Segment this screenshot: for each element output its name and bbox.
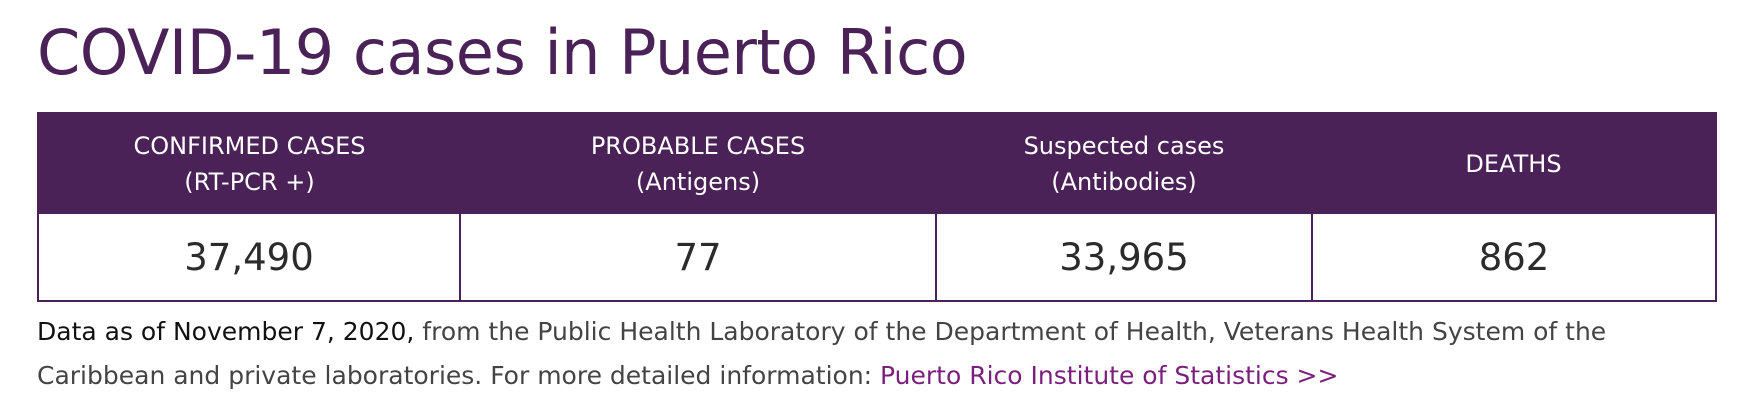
data-source-note: Data as of November 7, 2020, from the Pu… bbox=[37, 310, 1727, 398]
covid-stats-table: CONFIRMED CASES (RT-PCR +) PROBABLE CASE… bbox=[37, 112, 1717, 302]
suspected-cases-sublabel: (Antibodies) bbox=[1051, 168, 1197, 196]
data-as-of-date: Data as of November 7, 2020, bbox=[37, 317, 415, 346]
page-container: COVID-19 cases in Puerto Rico CONFIRMED … bbox=[37, 0, 1717, 398]
statistics-institute-link[interactable]: Puerto Rico Institute of Statistics >> bbox=[880, 361, 1339, 390]
deaths-label: DEATHS bbox=[1465, 150, 1562, 178]
confirmed-cases-header: CONFIRMED CASES (RT-PCR +) bbox=[38, 113, 460, 214]
confirmed-cases-sublabel: (RT-PCR +) bbox=[184, 168, 315, 196]
probable-cases-value: 77 bbox=[459, 214, 936, 301]
page-title: COVID-19 cases in Puerto Rico bbox=[37, 16, 968, 89]
suspected-cases-header: Suspected cases (Antibodies) bbox=[936, 113, 1312, 214]
table-row: 37,490 77 33,965 862 bbox=[38, 214, 1716, 301]
probable-cases-header: PROBABLE CASES (Antigens) bbox=[460, 113, 936, 214]
table-header-row: CONFIRMED CASES (RT-PCR +) PROBABLE CASE… bbox=[38, 113, 1716, 214]
probable-cases-label: PROBABLE CASES bbox=[590, 132, 806, 160]
suspected-cases-label: Suspected cases bbox=[1023, 132, 1225, 160]
data-source-text: from the Public Health Laboratory of the… bbox=[37, 317, 1607, 390]
confirmed-cases-label: CONFIRMED CASES bbox=[133, 132, 366, 160]
deaths-value: 862 bbox=[1311, 214, 1716, 301]
confirmed-cases-value: 37,490 bbox=[184, 235, 314, 279]
probable-cases-sublabel: (Antigens) bbox=[635, 168, 761, 196]
suspected-cases-value: 33,965 bbox=[935, 214, 1312, 301]
deaths-header: DEATHS bbox=[1312, 113, 1716, 214]
